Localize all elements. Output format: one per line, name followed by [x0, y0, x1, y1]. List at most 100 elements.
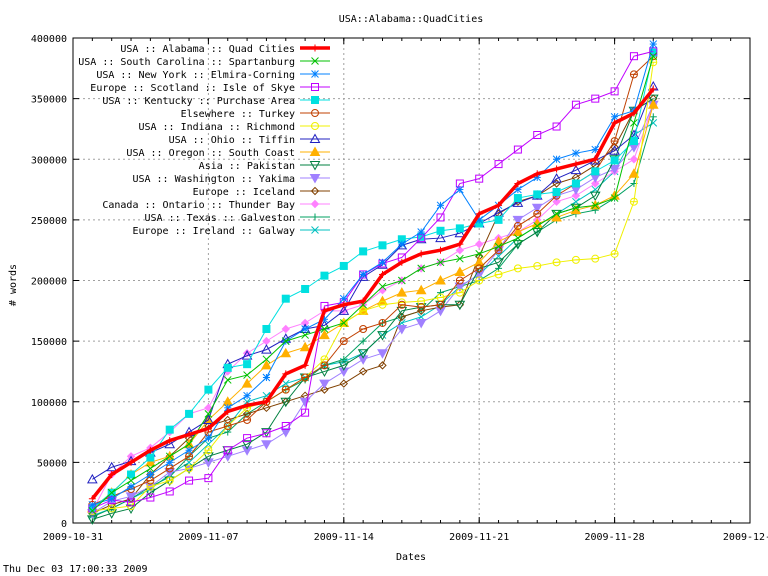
legend-label: USA :: Indiana :: Richmond [138, 122, 295, 133]
x-marker [339, 319, 348, 327]
grid [73, 38, 750, 523]
triangle-filled-marker [261, 359, 272, 370]
star-marker [610, 112, 619, 121]
marker-stroke [591, 145, 600, 154]
triangle-filled-marker [647, 99, 659, 109]
marker-shape [280, 428, 292, 438]
marker-shape [86, 473, 98, 484]
series-line [92, 98, 654, 520]
square-filled-marker [185, 409, 194, 418]
square-filled-marker [513, 194, 522, 203]
x-marker [243, 371, 251, 379]
marker-shape [281, 324, 290, 334]
marker-shape [435, 274, 446, 285]
triangle-marker [106, 461, 118, 472]
marker-shape [396, 239, 408, 250]
square-filled-marker [320, 271, 329, 280]
square-filled-marker [165, 425, 174, 434]
marker-shape [338, 305, 350, 315]
x-marker [223, 376, 232, 384]
down-triangle-marker [493, 258, 504, 268]
square-marker [146, 493, 155, 502]
marker-shape [281, 422, 290, 430]
marker-stroke [165, 458, 174, 467]
marker-stroke [649, 40, 658, 48]
circle-marker [571, 255, 580, 264]
plus-marker [611, 119, 619, 127]
circle-marker [610, 137, 619, 146]
square-filled-marker [262, 325, 271, 333]
marker-shape [185, 476, 194, 485]
star-marker [165, 458, 174, 467]
down-triangle-filled-marker [357, 355, 369, 365]
triangle-filled-marker [299, 341, 311, 352]
marker-shape [512, 226, 524, 236]
down-triangle-filled-marker [241, 446, 253, 456]
circle-marker [223, 422, 232, 430]
marker-shape [531, 228, 543, 238]
marker-stroke [417, 264, 426, 273]
marker-stroke [311, 70, 319, 78]
marker-shape [339, 379, 349, 388]
diamond-marker [378, 361, 387, 370]
circle-marker [359, 306, 368, 315]
marker-shape [165, 425, 174, 434]
marker-stroke [281, 337, 290, 345]
marker-shape [396, 287, 408, 297]
marker-shape [204, 474, 213, 483]
triangle-marker [551, 173, 562, 183]
marker-shape [309, 146, 321, 156]
plus-marker [204, 424, 212, 432]
marker-shape [320, 271, 329, 280]
marker-shape [262, 325, 271, 333]
marker-shape [454, 282, 466, 293]
plus-marker [514, 180, 522, 187]
plus-marker [282, 370, 290, 378]
marker-stroke [223, 376, 232, 384]
diamond-filled-marker [591, 179, 600, 188]
star-marker [243, 391, 251, 400]
marker-shape [319, 379, 330, 390]
marker-shape [475, 174, 484, 183]
legend-label: USA :: Alabama :: Quad Cities [120, 44, 295, 55]
x-marker [475, 249, 484, 258]
x-marker [630, 119, 638, 127]
marker-stroke [88, 507, 97, 515]
x-marker [610, 194, 619, 202]
marker-shape [647, 94, 659, 105]
down-triangle-marker [647, 94, 659, 105]
square-marker [533, 131, 542, 139]
marker-shape [339, 261, 348, 270]
diamond-filled-marker [281, 324, 290, 334]
down-triangle-filled-marker [531, 203, 543, 214]
square-marker [127, 498, 136, 507]
square-filled-marker [146, 453, 155, 462]
square-marker [591, 94, 600, 103]
marker-shape [203, 458, 214, 468]
square-marker [301, 408, 310, 417]
y-tick-label: 400000 [31, 34, 67, 45]
marker-shape [165, 487, 174, 496]
plus-marker [630, 109, 638, 117]
marker-shape [185, 409, 194, 418]
triangle-filled-marker [493, 236, 504, 246]
marker-stroke [610, 112, 619, 121]
marker-stroke [630, 119, 638, 127]
marker-shape [127, 498, 136, 507]
series-line [92, 56, 654, 512]
square-marker [262, 429, 271, 438]
marker-shape [415, 318, 427, 329]
marker-shape [319, 367, 330, 377]
marker-shape [223, 415, 232, 425]
marker-shape [241, 378, 253, 388]
plus-marker [591, 155, 599, 163]
circle-marker [378, 318, 387, 327]
marker-shape [241, 446, 253, 456]
marker-shape [359, 247, 368, 256]
square-marker [204, 474, 213, 483]
plus-marker [127, 458, 135, 466]
marker-shape [513, 145, 522, 154]
plus-marker [311, 213, 319, 221]
marker-shape [243, 434, 252, 443]
